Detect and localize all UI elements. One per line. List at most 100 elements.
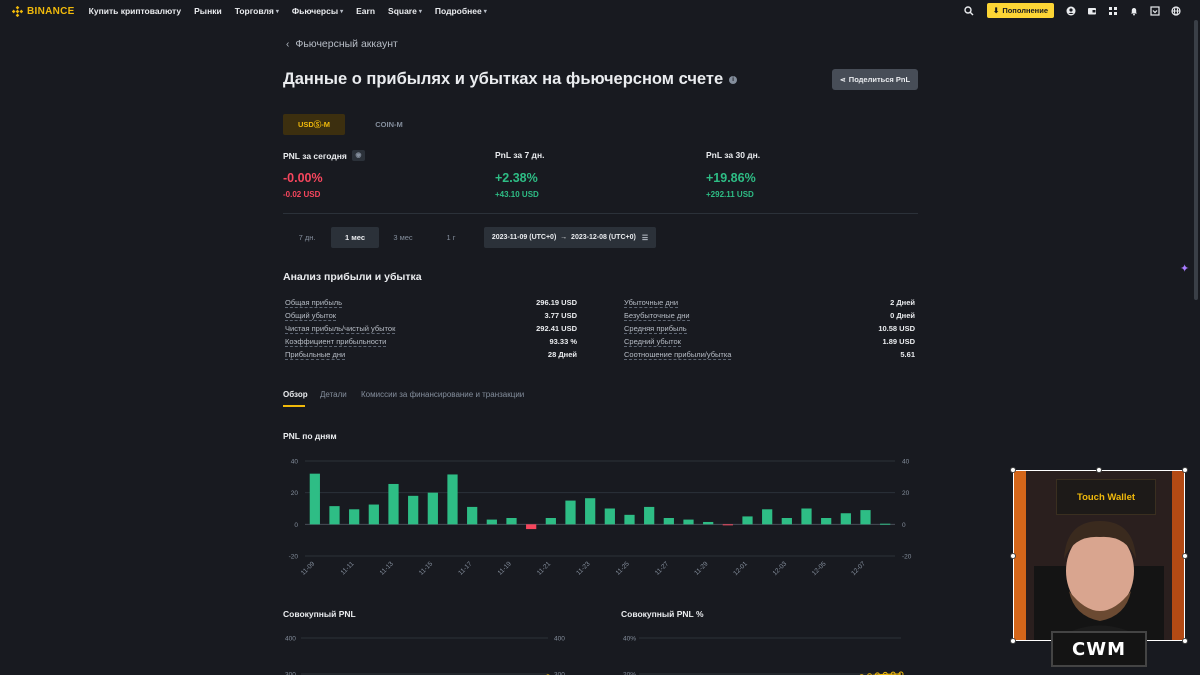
x-tick-label: 11-23 [575,560,592,577]
touch-wallet-sign-text: Touch Wallet [1076,491,1136,503]
y-tick-label: 300 [285,672,296,675]
resize-handle[interactable] [1010,553,1016,559]
divider [283,213,918,214]
share-pnl-label: Поделиться PnL [848,75,911,84]
bar [526,524,537,530]
info-icon[interactable]: i [729,75,738,84]
period-1y[interactable]: 1 г [427,227,475,248]
binance-logo[interactable]: BINANCE [12,5,75,17]
scrollbar[interactable] [1194,20,1198,300]
analysis-value: 1.89 USD [882,337,915,346]
download-icon: ⬇ [993,6,1000,15]
y-tick-label-right: 400 [554,636,565,643]
nav-item-0[interactable]: Купить криптовалюту [89,6,181,16]
nav-item-4[interactable]: Earn [356,6,375,16]
breadcrumb-back-link[interactable]: ‹ Фьючерсный аккаунт [286,38,398,50]
y-tick-label-right: 40 [902,459,910,466]
download-app-icon[interactable] [1149,5,1160,16]
analysis-label[interactable]: Общий убыток [285,310,337,321]
share-pnl-button[interactable]: ⋖ Поделиться PnL [832,69,918,90]
bar [663,518,674,525]
nav-item-5[interactable]: Square ▾ [388,6,422,16]
stat-30d-usd: +292.11 USD [706,190,754,199]
y-tick-label-right: 20 [902,490,910,497]
analysis-row: Прибыльные дни 28 Дней [285,348,577,361]
resize-handle[interactable] [1010,467,1016,473]
stat-label-7d: PnL за 7 дн. [495,150,545,160]
user-icon[interactable] [1065,5,1076,16]
resize-handle[interactable] [1182,638,1188,644]
nav-item-1[interactable]: Рынки [194,6,222,16]
nav-item-label: Фьючерсы [291,6,339,16]
resize-handle[interactable] [1182,467,1188,473]
analysis-row: Общий убыток 3.77 USD [285,309,577,322]
bar [486,519,497,525]
bar [309,473,320,525]
period-3m[interactable]: 3 мес [379,227,427,248]
wallet-icon[interactable] [1086,5,1097,16]
nav-item-3[interactable]: Фьючерсы ▾ [292,6,343,16]
bar [388,483,399,525]
tab-overview[interactable]: Обзор [283,390,308,399]
grid-icon[interactable] [1107,5,1118,16]
stat-30d-pct: +19.86% [706,171,756,185]
eye-icon[interactable]: ◉ [351,150,365,161]
resize-handle[interactable] [1010,638,1016,644]
nav-item-6[interactable]: Подробнее ▾ [435,6,487,16]
resize-handle[interactable] [1096,467,1102,473]
series-point [867,673,872,675]
series-point [898,671,904,675]
bar [781,518,792,525]
analysis-label[interactable]: Прибыльные дни [285,349,346,360]
cumulative-pnl-chart-title: Совокупный PNL [283,609,356,619]
bell-icon[interactable] [1128,5,1139,16]
analysis-label[interactable]: Безубыточные дни [624,310,690,321]
nav-item-2[interactable]: Торговля ▾ [235,6,279,16]
period-1m[interactable]: 1 мес [331,227,379,248]
analysis-label[interactable]: Средняя прибыль [624,323,687,334]
analysis-label[interactable]: Соотношение прибыли/убытка [624,349,732,360]
period-7d[interactable]: 7 дн. [283,227,331,248]
sparkle-icon[interactable]: ✦ [1180,263,1190,275]
series-point [882,671,888,675]
binance-logo-icon [12,5,23,17]
bar [447,474,458,525]
x-tick-label: 11-21 [536,560,553,577]
search-icon[interactable] [963,5,974,16]
x-tick-label: 11-29 [693,560,710,577]
analysis-value: 93.33 % [549,337,577,346]
analysis-label[interactable]: Коэффициент прибыльности [285,336,387,347]
tab-details[interactable]: Детали [320,390,347,399]
period-7d-label: 7 дн. [298,233,316,242]
y-tick-label-left: 0 [294,522,298,529]
stat-label-30d: PnL за 30 дн. [706,150,761,160]
top-navigation-bar: BINANCE Купить криптовалюту Рынки Торговля… [0,0,1200,22]
analysis-value: 2 Дней [890,298,915,307]
tab-fees[interactable]: Комиссии за финансирование и транзакции [361,390,525,399]
analysis-label[interactable]: Убыточные дни [624,297,679,308]
tab-usds-m[interactable]: USDⓈ-M [283,114,345,135]
tab-coin-m[interactable]: COIN-M [358,114,420,135]
nav-item-label: Рынки [194,6,222,16]
nav-item-label: Купить криптовалюту [88,6,182,16]
share-icon: ⋖ [839,76,846,84]
x-tick-label: 12-07 [850,560,867,577]
analysis-row: Безубыточные дни 0 Дней [624,309,915,322]
date-range-picker[interactable]: 2023-11-09 (UTC+0) → 2023-12-08 (UTC+0) ☰ [484,227,656,248]
main-nav: Купить криптовалюту Рынки Торговля ▾ Фьючерс… [89,6,500,16]
analysis-label[interactable]: Общая прибыль [285,297,343,308]
chevron-down-icon: ▾ [340,8,344,15]
bar [565,500,576,525]
analysis-label[interactable]: Средний убыток [624,336,681,347]
analysis-label[interactable]: Чистая прибыль/чистый убыток [285,323,396,334]
deposit-button[interactable]: ⬇ Пополнение [987,3,1054,18]
stat-today-label: PNL за сегодня [283,150,347,161]
x-tick-label: 11-11 [340,560,356,576]
tab-usds-m-label: USDⓈ-M [297,120,331,129]
chevron-down-icon: ▾ [483,8,487,15]
resize-handle[interactable] [1182,553,1188,559]
stat-label-today: PNL за сегодня ◉ [283,150,365,161]
bar [368,504,379,525]
y-tick-label-right: 300 [554,672,565,675]
globe-icon[interactable] [1170,5,1181,16]
